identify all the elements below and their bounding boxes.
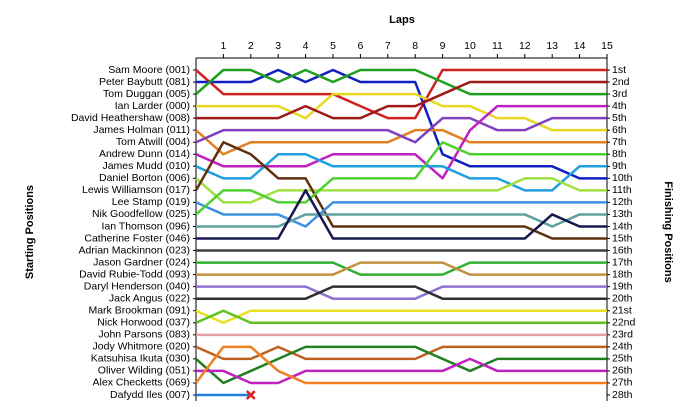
y2-tick-label: 6th	[612, 124, 627, 136]
y2-tick-label: 25th	[612, 353, 633, 365]
y2-tick-label: 26th	[612, 365, 633, 377]
position-line	[196, 261, 607, 276]
start-label: Daryl Henderson (040)	[84, 280, 190, 292]
x-tick-label: 15	[601, 40, 613, 52]
y2-tick-label: 16th	[612, 244, 633, 256]
x-tick-label: 2	[248, 40, 254, 52]
position-line	[196, 285, 607, 300]
x-tick-label: 14	[574, 40, 586, 52]
x-tick-label: 11	[492, 40, 503, 52]
y2-tick-label: 21st	[612, 305, 632, 317]
position-line	[195, 68, 607, 120]
start-label: Lee Stamp (019)	[112, 196, 190, 208]
y2-tick-label: 19th	[612, 280, 633, 292]
y2-axis-title: Finishing Positions	[662, 181, 674, 282]
start-label: Lewis Williamson (017)	[82, 184, 190, 196]
position-line	[195, 345, 607, 385]
start-label: Adrian Mackinnon (023)	[79, 244, 190, 256]
position-line	[196, 357, 607, 385]
x-tick-label: 13	[546, 40, 558, 52]
start-label: Ian Thomson (096)	[101, 220, 190, 232]
x-tick-label: 5	[330, 40, 336, 52]
y2-tick-label: 24th	[612, 341, 633, 353]
y2-tick-label: 9th	[612, 160, 627, 172]
retired-marker	[245, 390, 256, 400]
y-axis-title: Starting Positions	[24, 185, 36, 279]
position-line	[195, 128, 607, 156]
y2-tick-label: 7th	[612, 136, 627, 148]
position-line	[195, 345, 607, 361]
position-line	[196, 189, 607, 240]
y2-tick-label: 4th	[612, 100, 627, 112]
x-tick-label: 3	[275, 40, 281, 52]
y2-tick-label: 27th	[612, 377, 633, 389]
y2-tick-label: 11th	[612, 184, 632, 196]
start-label: Catherine Foster (046)	[84, 232, 190, 244]
start-label: James Mudd (010)	[102, 160, 190, 172]
start-label: Oliver Wilding (051)	[98, 365, 190, 377]
start-label: David Heathershaw (008)	[71, 112, 190, 124]
start-label: Daniel Borton (006)	[99, 172, 190, 184]
position-line	[196, 92, 607, 132]
x-tick-label: 8	[412, 40, 418, 52]
x-tick-label: 6	[357, 40, 363, 52]
y2-tick-label: 5th	[612, 112, 627, 124]
start-label: Alex Checketts (069)	[93, 377, 190, 389]
start-label: David Rubie-Todd (093)	[79, 268, 190, 280]
x-tick-label: 7	[385, 40, 391, 52]
start-label: Katsuhisa Ikuta (030)	[91, 353, 190, 365]
y2-tick-label: 15th	[612, 232, 633, 244]
start-label: Andrew Dunn (014)	[99, 148, 190, 160]
position-line	[195, 345, 607, 385]
position-line	[196, 68, 607, 180]
position-line	[195, 140, 607, 216]
y2-tick-label: 10th	[612, 172, 633, 184]
position-line	[195, 116, 607, 144]
start-label: Jody Whitmore (020)	[93, 341, 190, 353]
x-tick-label: 10	[464, 40, 476, 52]
x-tick-label: 12	[519, 40, 531, 52]
position-line	[196, 261, 607, 276]
start-label: Peter Baybutt (081)	[99, 76, 190, 88]
y2-tick-label: 28th	[612, 389, 633, 401]
start-label: John Parsons (083)	[98, 329, 190, 341]
y2-tick-label: 12th	[612, 196, 633, 208]
position-line	[196, 80, 607, 120]
y2-tick-label: 23rd	[612, 329, 633, 341]
position-line	[195, 309, 607, 325]
position-line	[196, 213, 607, 228]
start-label: Mark Brookman (091)	[88, 305, 190, 317]
x-tick-label: 9	[440, 40, 446, 52]
start-label: James Holman (011)	[93, 124, 190, 136]
x-tick-label: 1	[220, 40, 226, 52]
start-label: Nik Goodfellow (025)	[92, 208, 190, 220]
y2-tick-label: 20th	[612, 292, 633, 304]
y2-tick-label: 3rd	[612, 88, 627, 100]
position-line	[195, 309, 607, 325]
start-label: Ian Larder (000)	[115, 100, 190, 112]
y2-tick-label: 17th	[612, 256, 633, 268]
start-label: Jack Angus (022)	[109, 292, 190, 304]
y2-tick-label: 8th	[612, 148, 627, 160]
start-label: Sam Moore (001)	[108, 64, 190, 76]
start-label: Tom Atwill (004)	[116, 136, 190, 148]
y2-tick-label: 1st	[612, 64, 626, 76]
start-label: Nick Horwood (037)	[97, 317, 190, 329]
position-line	[196, 285, 607, 300]
start-label: Tom Duggan (005)	[103, 88, 190, 100]
position-line	[195, 68, 607, 96]
start-label: Dafydd Iles (007)	[110, 389, 190, 401]
start-label: Jason Gardner (024)	[93, 256, 190, 268]
chart-title: Laps	[389, 14, 415, 26]
y2-tick-label: 22nd	[612, 317, 636, 329]
y2-tick-label: 18th	[612, 268, 633, 280]
position-line	[195, 201, 607, 228]
y2-tick-label: 2nd	[612, 76, 630, 88]
position-line	[194, 140, 607, 240]
y2-tick-label: 14th	[612, 220, 633, 232]
y2-tick-label: 13th	[612, 208, 633, 220]
x-tick-label: 4	[303, 40, 309, 52]
